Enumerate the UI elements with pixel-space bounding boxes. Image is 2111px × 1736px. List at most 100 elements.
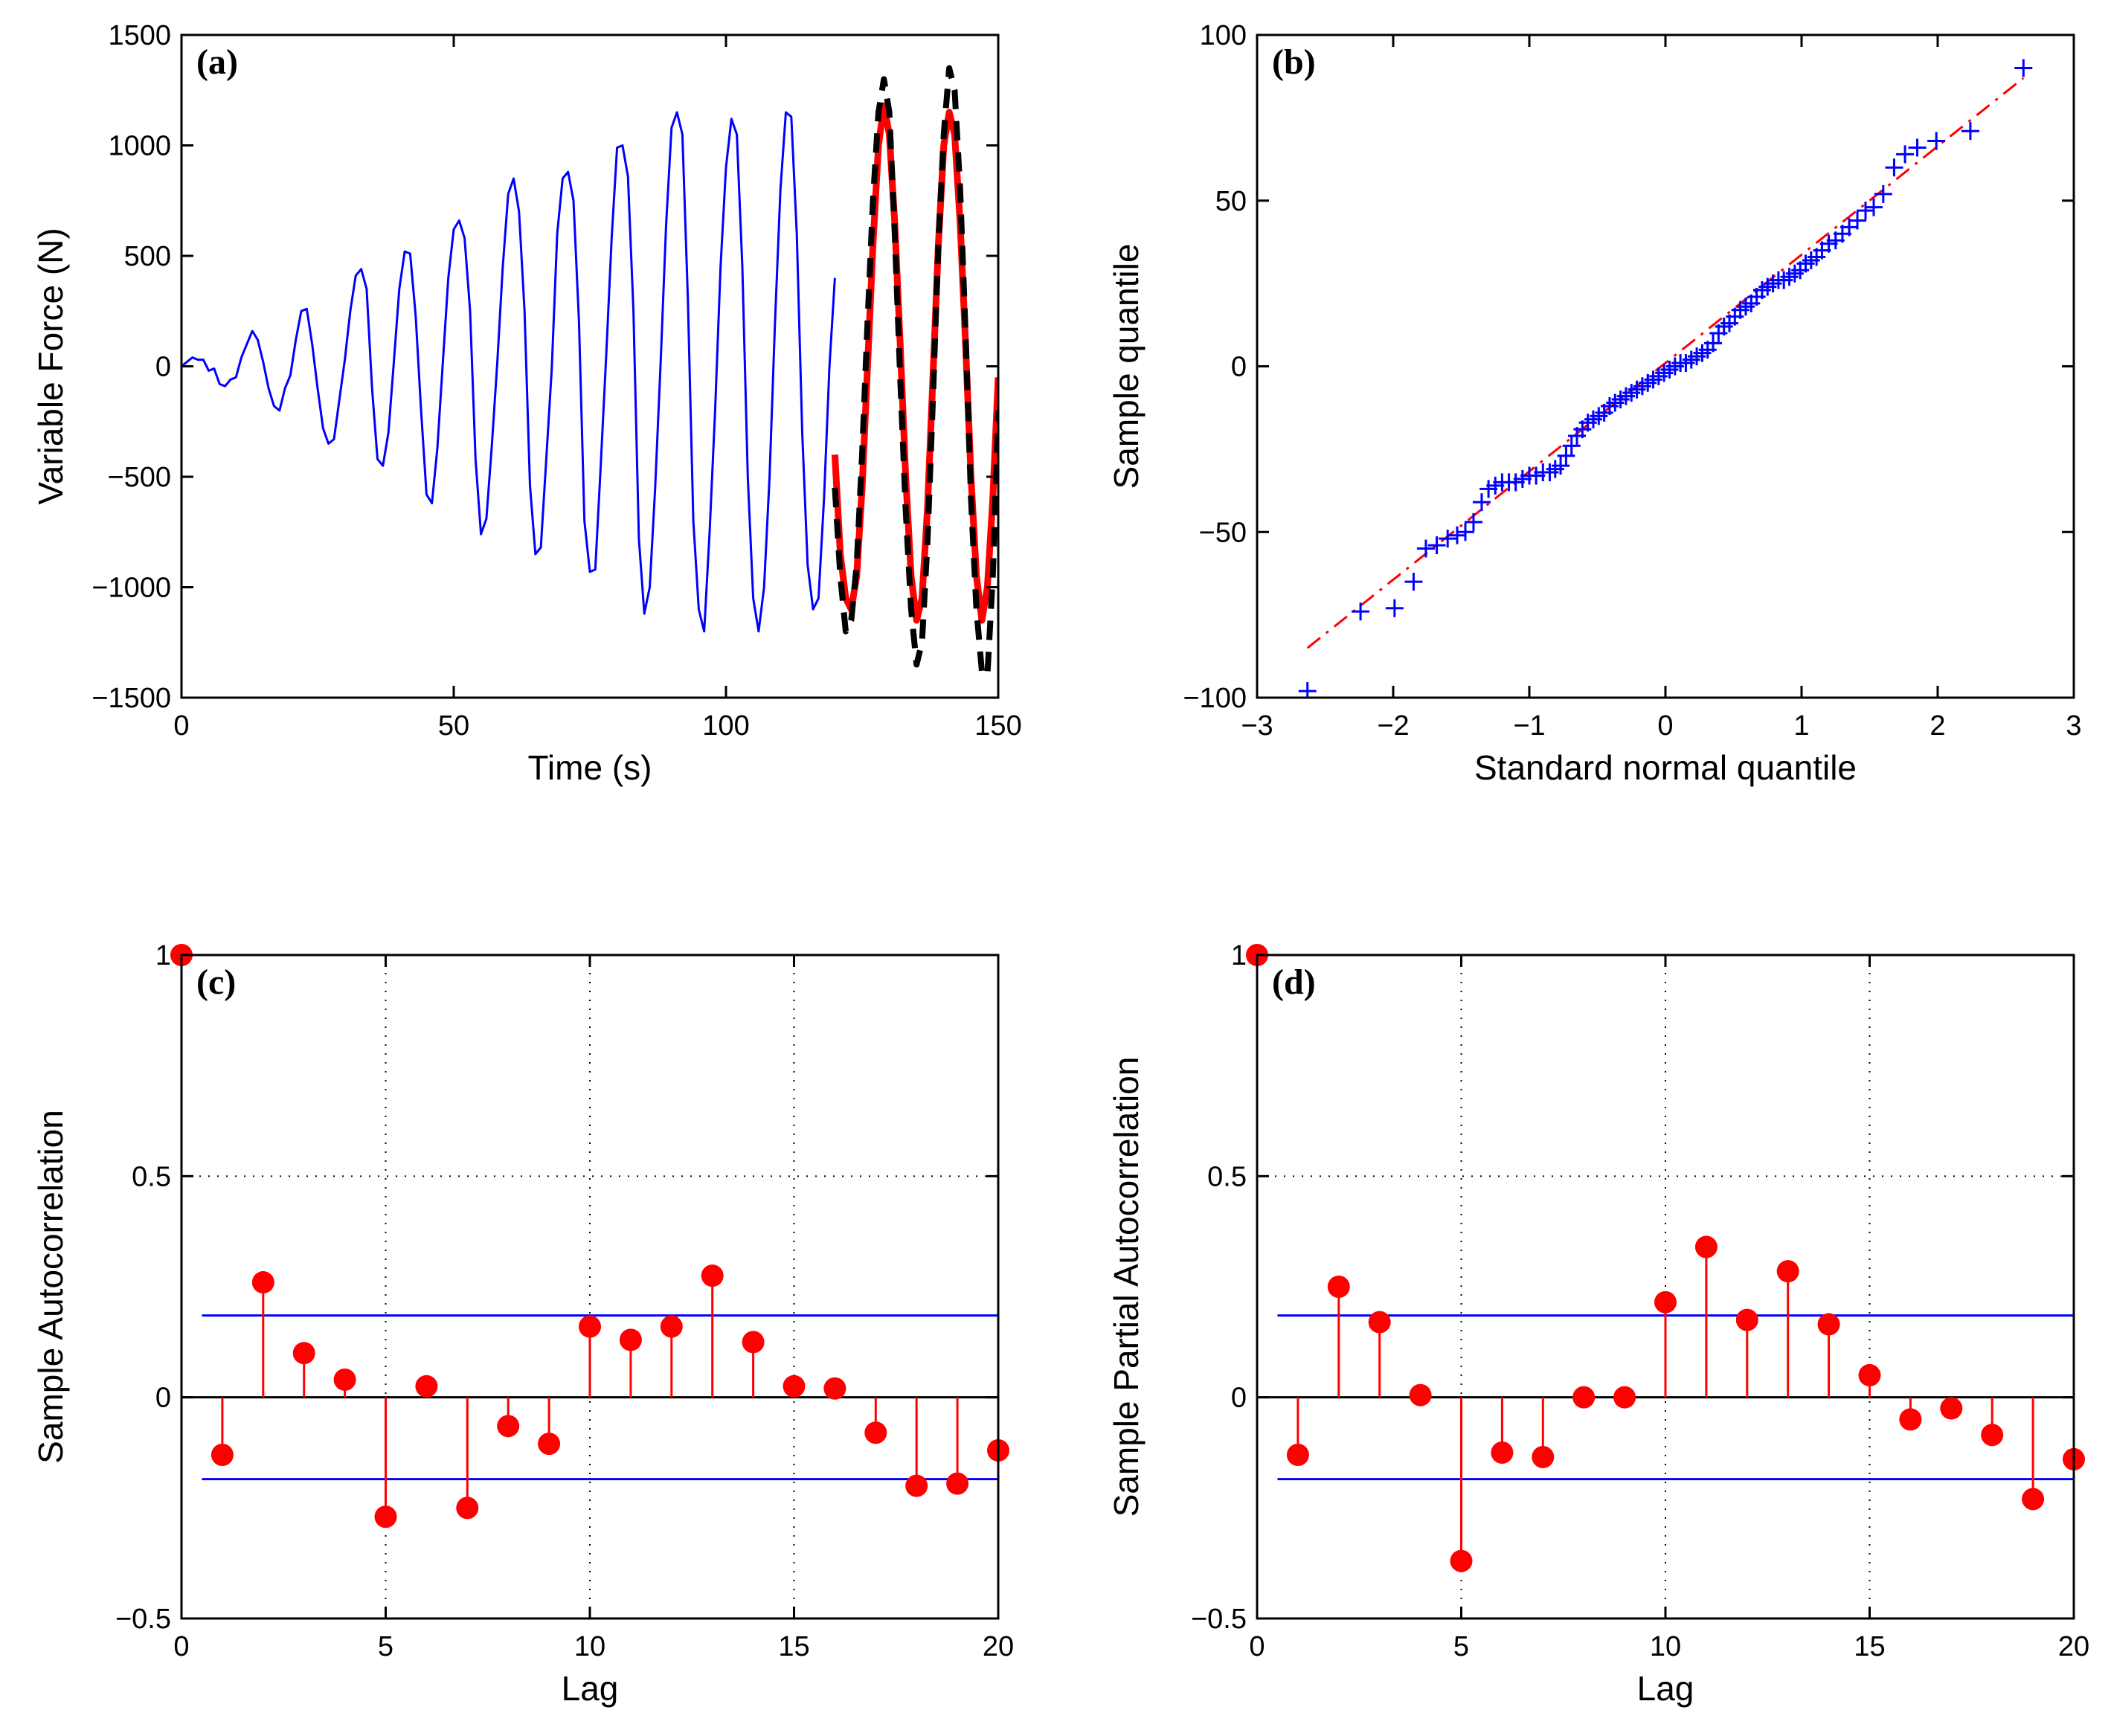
y-tick-label: 0: [1231, 352, 1247, 383]
panel-tag: (d): [1272, 962, 1316, 1002]
stem-marker: [333, 1368, 356, 1391]
x-tick-label: 150: [974, 710, 1021, 742]
stem-marker: [497, 1415, 520, 1438]
data-point: [1352, 602, 1370, 621]
y-tick-label: 100: [1200, 20, 1247, 51]
y-axis-label: Sample Autocorrelation: [31, 1110, 70, 1464]
stem-marker: [701, 1264, 724, 1287]
data-point: [1704, 334, 1723, 353]
x-tick-label: 50: [438, 710, 469, 742]
stem-marker: [1613, 1386, 1636, 1409]
stem-marker: [1532, 1445, 1555, 1468]
y-tick-label: 0: [155, 352, 171, 383]
stem-marker: [1817, 1313, 1840, 1336]
y-axis-label: Sample Partial Autocorrelation: [1107, 1057, 1146, 1517]
y-tick-label: −0.5: [115, 1604, 171, 1635]
series-line-2: [832, 65, 998, 679]
stem-marker: [211, 1443, 234, 1466]
y-tick-label: −500: [107, 462, 171, 493]
x-tick-label: 100: [702, 710, 749, 742]
data-point: [1848, 211, 1867, 230]
x-tick-label: 10: [574, 1631, 605, 1662]
stem-marker: [1858, 1363, 1881, 1386]
stem-marker: [1572, 1386, 1596, 1409]
plot-area: [1298, 59, 2033, 698]
stem-marker: [2022, 1488, 2045, 1511]
data-point: [1404, 573, 1423, 591]
series-line-0: [181, 111, 836, 633]
stem-marker: [579, 1315, 601, 1338]
x-tick-label: −3: [1241, 710, 1273, 742]
y-tick-label: 1500: [108, 20, 171, 51]
data-point: [1385, 599, 1404, 617]
x-tick-label: 10: [1650, 1631, 1681, 1662]
x-tick-label: 5: [378, 1631, 393, 1662]
stem-marker: [1899, 1408, 1922, 1431]
stem-marker: [1450, 1549, 1473, 1572]
y-tick-label: 1000: [108, 131, 171, 162]
y-tick-label: 500: [124, 241, 171, 272]
y-tick-label: 0.5: [132, 1161, 171, 1192]
y-tick-label: 0: [1231, 1383, 1247, 1414]
stem-marker: [1735, 1308, 1758, 1331]
data-point: [1448, 526, 1467, 544]
x-tick-label: 3: [2066, 710, 2081, 742]
data-point: [1557, 446, 1575, 465]
y-axis-label: Variable Force (N): [31, 228, 70, 504]
stem-marker: [1981, 1424, 2004, 1447]
y-tick-label: 0: [155, 1383, 171, 1414]
data-point: [2014, 59, 2033, 77]
y-tick-label: 0.5: [1207, 1161, 1247, 1192]
stem-marker: [292, 1342, 315, 1365]
stem-marker: [1491, 1441, 1514, 1464]
data-point: [1885, 158, 1903, 177]
y-tick-label: −50: [1199, 517, 1247, 548]
stem-marker: [1327, 1276, 1350, 1298]
y-tick-label: −1000: [91, 573, 171, 604]
stem-marker: [456, 1497, 479, 1520]
y-axis-label: Sample quantile: [1107, 244, 1146, 489]
y-tick-label: 1: [1231, 940, 1247, 971]
stem-marker: [1368, 1311, 1391, 1334]
panel-a: 0 50 100 150 −1500 −1000 −500 0 500 1000 1500 Time …: [31, 20, 1022, 787]
data-point: [1439, 530, 1457, 548]
x-axis-label: Lag: [562, 1669, 619, 1708]
y-tick-label: −0.5: [1191, 1604, 1247, 1635]
data-point: [1908, 138, 1927, 157]
data-point: [1552, 457, 1570, 475]
x-tick-label: 1: [1793, 710, 1809, 742]
stem-marker: [1940, 1397, 1963, 1420]
data-point: [1456, 523, 1474, 541]
x-tick-label: 20: [2058, 1631, 2089, 1662]
stem-marker: [905, 1474, 928, 1497]
x-tick-label: 0: [1657, 710, 1673, 742]
stem-marker: [946, 1472, 969, 1495]
data-point: [1874, 184, 1892, 203]
data-point: [1927, 132, 1946, 150]
stem-marker: [1654, 1290, 1677, 1314]
y-tick-label: 1: [155, 940, 171, 971]
x-tick-label: 0: [1249, 1631, 1265, 1662]
x-tick-label: 0: [173, 710, 189, 742]
stem-marker: [1286, 1443, 1309, 1466]
data-point: [1416, 539, 1435, 558]
stem-marker: [823, 1377, 846, 1400]
stem-marker: [374, 1505, 397, 1528]
plot-area: [1257, 955, 2074, 1561]
data-point: [1427, 536, 1446, 555]
data-point: [1864, 198, 1883, 216]
panel-tag: (a): [196, 42, 238, 82]
data-point: [1464, 512, 1482, 531]
stem-marker: [783, 1375, 806, 1398]
x-tick-label: 15: [1854, 1631, 1885, 1662]
x-tick-label: 20: [983, 1631, 1014, 1662]
plot-area: [181, 65, 998, 679]
stem-marker: [1409, 1383, 1432, 1407]
stem-marker: [1776, 1260, 1799, 1283]
stem-marker: [415, 1375, 438, 1398]
x-tick-label: 2: [1930, 710, 1945, 742]
x-axis-label: Standard normal quantile: [1474, 748, 1857, 787]
stem-marker: [864, 1421, 887, 1444]
